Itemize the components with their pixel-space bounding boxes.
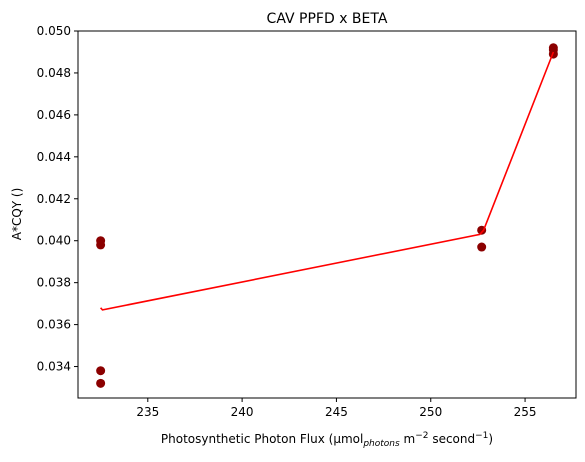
chart-title: CAV PPFD x BETA xyxy=(267,11,388,27)
fit-line xyxy=(100,51,555,311)
y-tick-label: 0.036 xyxy=(37,318,71,332)
data-point xyxy=(96,240,106,250)
data-point xyxy=(96,378,106,388)
data-point xyxy=(96,366,106,376)
data-series xyxy=(96,43,558,388)
x-axis-label-close: ) xyxy=(488,432,493,446)
x-axis: 235 240 245 250 255 xyxy=(136,398,537,419)
x-axis-label-unit-2: second xyxy=(429,432,476,446)
y-tick-label: 0.034 xyxy=(37,360,71,374)
y-tick-label: 0.042 xyxy=(37,192,71,206)
x-axis-label-superscript-2: −1 xyxy=(475,431,488,441)
y-tick-label: 0.048 xyxy=(37,66,71,80)
x-axis-label-superscript-1: −2 xyxy=(415,431,428,441)
x-axis-label: Photosynthetic Photon Flux (μmolphotons … xyxy=(161,431,493,449)
y-tick-label: 0.038 xyxy=(37,276,71,290)
y-tick-label: 0.050 xyxy=(37,24,71,38)
x-tick-label: 235 xyxy=(136,405,159,419)
x-tick-label: 245 xyxy=(325,405,348,419)
x-axis-label-subscript: photons xyxy=(362,439,400,449)
plot-area-frame xyxy=(77,30,577,399)
y-axis-label: A*CQY () xyxy=(10,188,24,241)
data-point xyxy=(477,242,487,252)
x-axis-label-main: Photosynthetic Photon Flux (μmol xyxy=(161,432,363,446)
y-tick-label: 0.046 xyxy=(37,108,71,122)
y-tick-label: 0.044 xyxy=(37,150,71,164)
y-axis: 0.034 0.036 0.038 0.040 0.042 0.044 0.046 0.048… xyxy=(37,24,78,374)
x-tick-label: 255 xyxy=(514,405,537,419)
x-tick-label: 240 xyxy=(231,405,254,419)
y-tick-label: 0.040 xyxy=(37,234,71,248)
x-tick-label: 250 xyxy=(419,405,442,419)
x-axis-label-unit: m xyxy=(400,432,416,446)
